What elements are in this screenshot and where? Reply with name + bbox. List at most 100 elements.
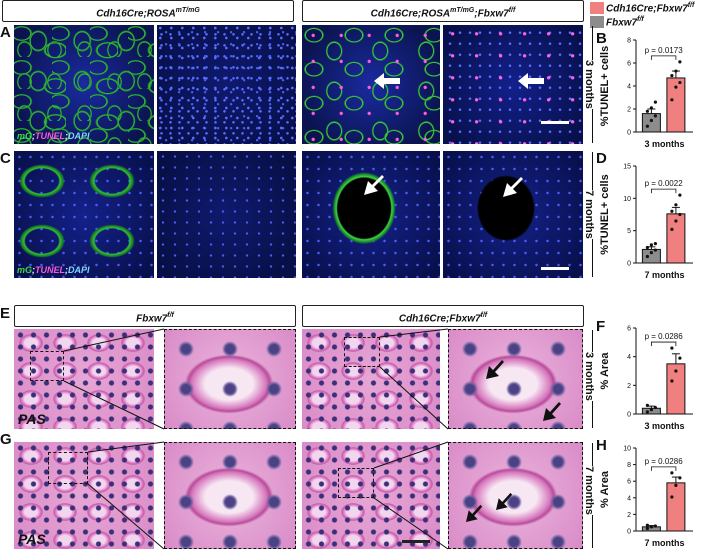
bar bbox=[666, 363, 686, 415]
y-tick-label: 10 bbox=[623, 196, 631, 203]
scale-bar bbox=[402, 540, 430, 543]
connector-line bbox=[373, 441, 449, 469]
y-tick-label: 4 bbox=[627, 354, 631, 361]
y-axis-label: % Area bbox=[599, 352, 611, 390]
data-point bbox=[674, 69, 678, 73]
data-point bbox=[649, 243, 653, 247]
legend-label-ko: Cdh16Cre;Fbxw7f/f bbox=[606, 2, 694, 14]
image-e-control-zoom bbox=[164, 329, 296, 429]
data-point bbox=[670, 209, 674, 213]
zoom-region-box bbox=[338, 468, 374, 498]
y-tick-label: 4 bbox=[627, 495, 631, 502]
y-tick-label: 2 bbox=[627, 383, 631, 390]
y-tick-label: 10 bbox=[623, 446, 631, 453]
legend-label-ko-sup: f/f bbox=[687, 2, 695, 9]
connector-line bbox=[63, 380, 165, 430]
y-tick-label: 8 bbox=[627, 38, 631, 45]
data-point bbox=[670, 346, 674, 350]
data-point bbox=[653, 242, 657, 246]
image-a-ko-tunel bbox=[443, 25, 583, 144]
data-point bbox=[653, 114, 657, 118]
p-value-label: p = 0.0022 bbox=[645, 179, 684, 188]
header-control-rosa: Cdh16Cre;ROSAmT/mG bbox=[2, 0, 294, 22]
arrow-icon bbox=[496, 492, 513, 510]
arrow-icon bbox=[374, 73, 400, 89]
data-point bbox=[674, 219, 678, 223]
arrow-icon bbox=[466, 504, 483, 522]
header-ko-rosa-suffix-sup: f/f bbox=[508, 7, 516, 14]
connector-line bbox=[63, 328, 165, 352]
zoom-frame-e-ko bbox=[448, 329, 583, 429]
connector-line bbox=[379, 366, 449, 430]
header-ko-fbxw7-sup: f/f bbox=[480, 312, 488, 319]
pas-label-g: PAS bbox=[18, 531, 46, 547]
y-tick-label: 0 bbox=[627, 261, 631, 268]
panel-letter-d: D bbox=[596, 150, 607, 167]
panel-letter-b: B bbox=[596, 30, 607, 47]
data-point bbox=[674, 85, 678, 89]
image-c-ko-merge bbox=[302, 151, 440, 278]
p-value-label: p = 0.0286 bbox=[645, 332, 684, 341]
data-point bbox=[645, 403, 649, 407]
legend-label-ko-text: Cdh16Cre;Fbxw7 bbox=[606, 3, 688, 15]
data-point bbox=[653, 248, 657, 252]
data-point bbox=[670, 379, 674, 383]
y-tick-label: 2 bbox=[627, 107, 631, 114]
y-axis-label: % Area bbox=[599, 470, 611, 508]
image-c-control-tunel bbox=[157, 151, 296, 278]
timepoint-g: 7 months bbox=[583, 466, 595, 515]
data-point bbox=[678, 476, 682, 480]
header-ko-rosa-sup: mT/mG bbox=[450, 7, 475, 14]
y-tick-label: 0 bbox=[627, 529, 631, 536]
image-g-control-zoom bbox=[164, 442, 296, 549]
data-point bbox=[653, 524, 657, 528]
arrow-icon bbox=[364, 175, 384, 195]
y-tick-label: 8 bbox=[627, 462, 631, 469]
image-g-ko-zoom bbox=[448, 442, 583, 549]
data-point bbox=[645, 410, 649, 414]
data-point bbox=[678, 60, 682, 64]
data-point bbox=[670, 74, 674, 78]
y-tick-label: 2 bbox=[627, 512, 631, 519]
image-a-ko-merge bbox=[302, 25, 440, 144]
significance-bracket bbox=[650, 188, 677, 194]
stain-sep: ; bbox=[32, 265, 36, 275]
image-e-ko-zoom bbox=[448, 329, 583, 429]
header-control-rosa-text: Cdh16Cre;ROSA bbox=[96, 8, 176, 20]
data-point bbox=[649, 408, 653, 412]
image-e-ko-pas bbox=[302, 329, 440, 429]
scale-bar bbox=[541, 121, 569, 124]
data-point bbox=[645, 523, 649, 527]
y-axis-label: %TUNEL+ cells bbox=[599, 46, 611, 126]
p-value-label: p = 0.0286 bbox=[645, 457, 684, 466]
data-point bbox=[674, 369, 678, 373]
significance-bracket bbox=[650, 466, 677, 471]
header-control-fbxw7-sup: f/f bbox=[167, 312, 174, 319]
legend-label-control-sup: f/f bbox=[637, 16, 644, 23]
chart-d: 0 5 10 15 %TUNEL+ cells p = 0.0022 7 months bbox=[599, 164, 693, 280]
data-point bbox=[649, 525, 653, 529]
data-point bbox=[645, 254, 649, 259]
panel-letter-c: C bbox=[0, 150, 11, 167]
timepoint-c: 7 months bbox=[583, 190, 595, 239]
stain-sep: ; bbox=[32, 131, 36, 141]
pas-label-e: PAS bbox=[18, 411, 46, 427]
arrow-icon bbox=[503, 177, 523, 197]
connector-line bbox=[379, 328, 449, 338]
data-point bbox=[653, 405, 657, 410]
stain-label-a: mG;TUNEL;DAPI bbox=[17, 131, 90, 141]
stain-label-c: mG;TUNEL;DAPI bbox=[17, 265, 90, 275]
panel-letter-a: A bbox=[0, 24, 11, 41]
header-ko-rosa-text: Cdh16Cre;ROSA bbox=[370, 8, 451, 20]
image-g-ko-pas bbox=[302, 442, 440, 549]
data-point bbox=[678, 212, 682, 217]
panel-letter-h: H bbox=[596, 437, 607, 454]
y-tick-label: 5 bbox=[627, 228, 631, 235]
stain-sep-2: ; bbox=[65, 265, 69, 275]
significance-bracket bbox=[650, 341, 677, 347]
arrow-icon bbox=[543, 402, 561, 421]
header-ko-rosa: Cdh16Cre;ROSAmT/mG;Fbxw7f/f bbox=[302, 0, 584, 22]
stain-sep-2: ; bbox=[65, 131, 69, 141]
image-a-control-merge: mG;TUNEL;DAPI bbox=[14, 25, 154, 144]
